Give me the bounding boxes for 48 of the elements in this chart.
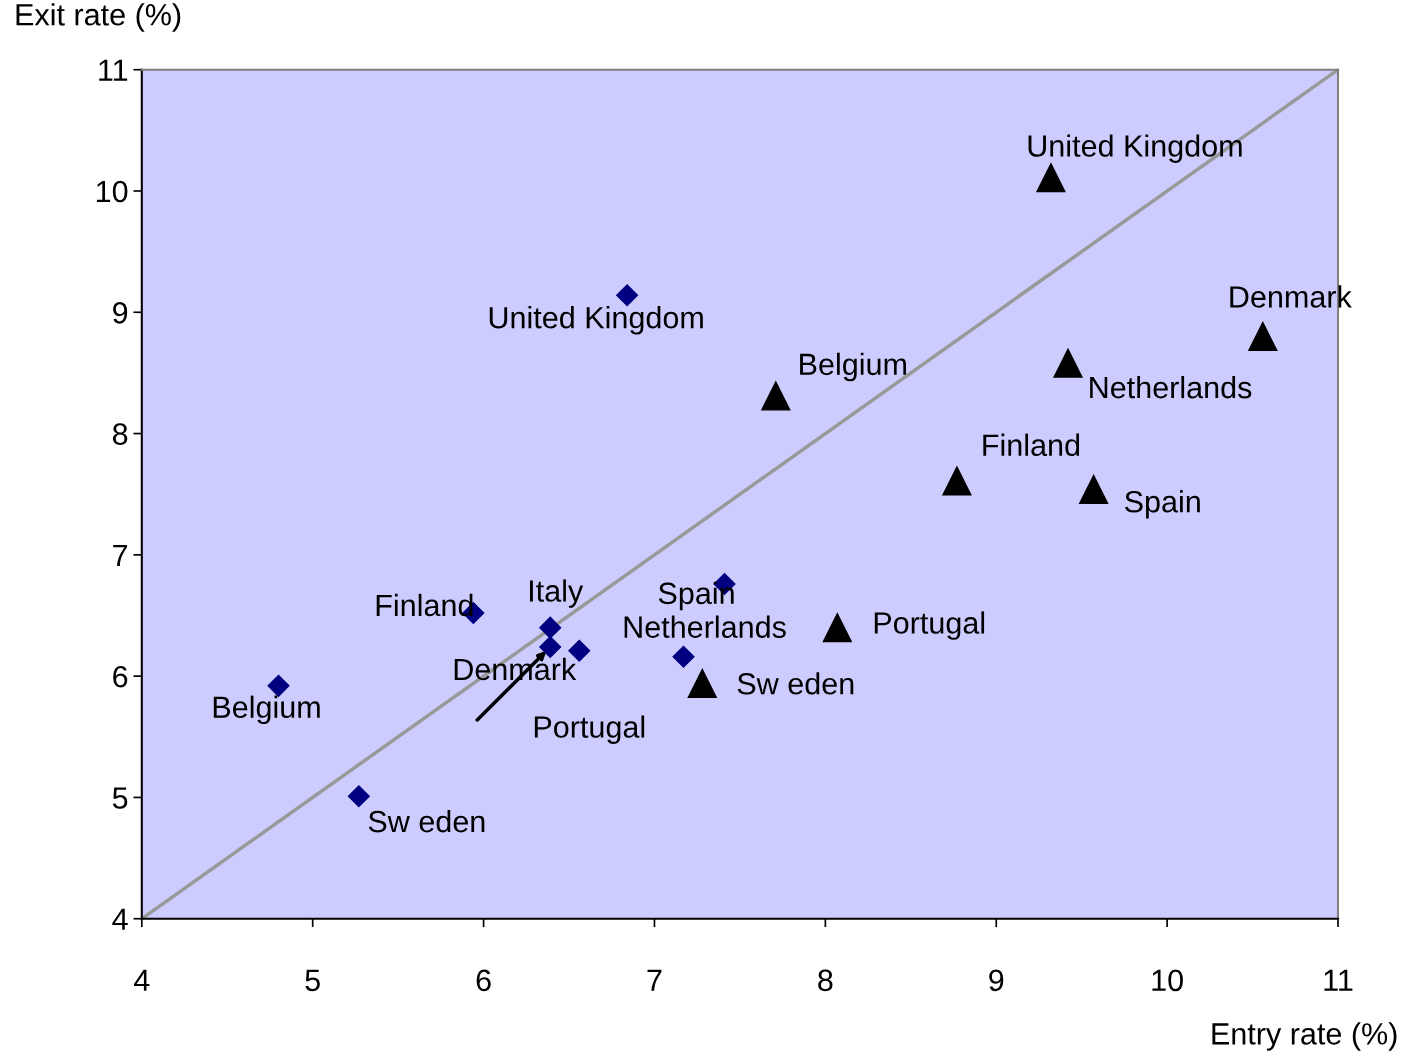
data-label: Finland [376,593,473,617]
y-tick-label: 5 [112,787,128,809]
point [539,636,562,659]
data-label: Sw eden [368,809,485,833]
data-label: Belgium [213,695,320,725]
point [1053,348,1083,378]
data-label: United Kingdom [1028,134,1242,163]
point [822,613,852,643]
y-tick-label: 6 [113,665,128,688]
point [761,381,791,411]
y-axis-title: Exit rate (%) [16,3,181,32]
x-tick-label: 11 [1324,969,1353,991]
x-tick-label: 5 [305,969,320,992]
x-tick-label: 4 [134,969,150,991]
x-tick-label: 9 [989,969,1004,992]
point [672,645,695,668]
y-tick-label: 10 [96,180,128,203]
x-tick-label: 8 [818,969,833,992]
y-tick-label: 9 [113,302,128,324]
x-tick-label: 7 [647,969,662,991]
y-tick-label: 4 [112,908,128,930]
point [1079,474,1109,504]
data-label: Portugal [874,611,985,640]
y-tick-label: 8 [112,423,128,445]
data-label: Sw eden [737,672,854,695]
point [347,785,370,808]
data-label: Portugal [534,715,645,744]
data-label: United Kingdom [489,306,703,335]
point [1036,163,1066,193]
x-tick-label: 6 [476,969,491,992]
point [942,466,972,496]
data-label: Belgium [800,352,906,382]
x-axis-title: Entry rate (%) [1212,1022,1397,1051]
data-label: Denmark [1230,285,1352,308]
point [1248,321,1278,352]
data-label: Netherlands [1090,375,1252,399]
y-tick-label: 7 [113,544,128,566]
data-label: Netherlands [624,615,786,638]
point [616,284,639,307]
point [687,668,717,699]
point [539,616,562,639]
y-tick-label: 11 [99,59,128,81]
data-label: Finland [983,433,1080,457]
data-label: Italy [530,579,584,608]
point [267,674,290,697]
data-label: Spain [1125,490,1200,519]
x-tick-label: 10 [1152,969,1183,992]
data-label: Spain [658,581,734,611]
